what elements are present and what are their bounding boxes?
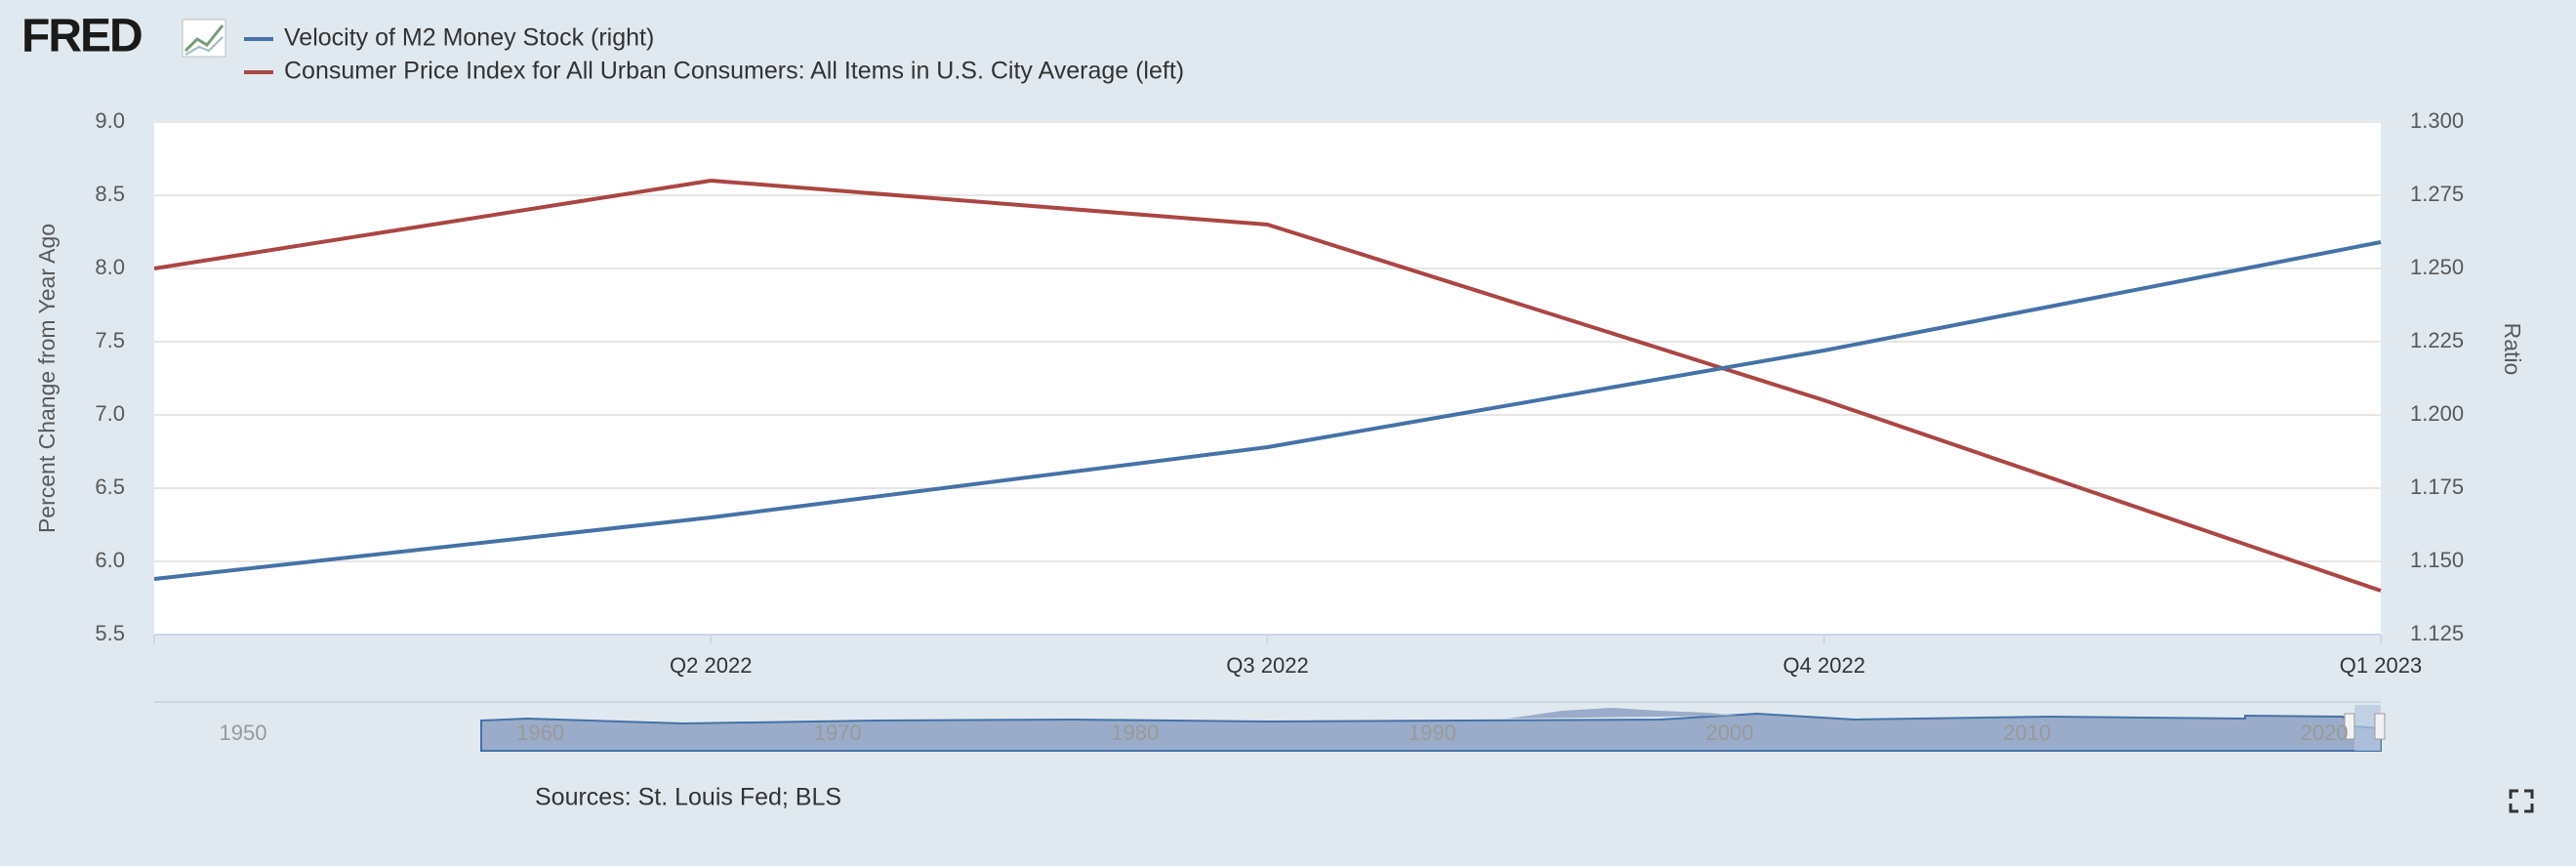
legend-entry: Consumer Price Index for All Urban Consu… [284,58,1184,85]
navigator-year-label: 2000 [1706,721,1754,745]
plot-area [154,122,2381,635]
x-tick-label: Q3 2022 [1226,653,1308,678]
sources: Sources: St. Louis Fed; BLS [535,784,841,811]
legend-entry: Velocity of M2 Money Stock (right) [284,24,654,52]
y-tick-label: 7.0 [95,401,125,426]
data-line [153,179,2382,593]
y-tick-label: 5.5 [95,621,125,645]
y-axis-title: Percent Change from Year Ago [34,224,60,533]
data-line [153,240,2382,581]
y2-axis-title: Ratio [2500,323,2525,376]
navigator-year-label: 1990 [1409,721,1456,745]
y2-tick-label: 1.275 [2410,182,2464,206]
x-tick-label: Q2 2022 [670,653,752,678]
navigator-year-label: 1950 [220,721,267,745]
y-tick-label: 7.5 [95,328,125,352]
x-tick-label: Q1 2023 [2340,653,2422,678]
y2-tick-label: 1.125 [2410,621,2464,645]
logo: FRED [21,11,142,62]
x-tick-label: Q4 2022 [1783,653,1865,678]
fullscreen-button[interactable] [2509,789,2534,813]
navigator-year-label: 1960 [516,721,564,745]
navigator-year-label: 1980 [1111,721,1159,745]
y2-tick-label: 1.225 [2410,328,2464,352]
y-tick-label: 6.5 [95,474,125,499]
navigator-year-label: 1970 [814,721,862,745]
y2-tick-label: 1.300 [2410,108,2464,133]
navigator-year-label: 2020 [2301,721,2349,745]
y-tick-label: 6.0 [95,548,125,572]
y-tick-label: 8.0 [95,255,125,279]
y2-tick-label: 1.200 [2410,401,2464,426]
y-tick-label: 9.0 [95,108,125,133]
y-tick-label: 8.5 [95,182,125,206]
navigator [154,701,2386,752]
logo-icon [182,19,226,58]
y2-tick-label: 1.150 [2410,548,2464,572]
y2-tick-label: 1.250 [2410,255,2464,279]
y2-tick-label: 1.175 [2410,474,2464,499]
navigator-year-label: 2010 [2003,721,2051,745]
